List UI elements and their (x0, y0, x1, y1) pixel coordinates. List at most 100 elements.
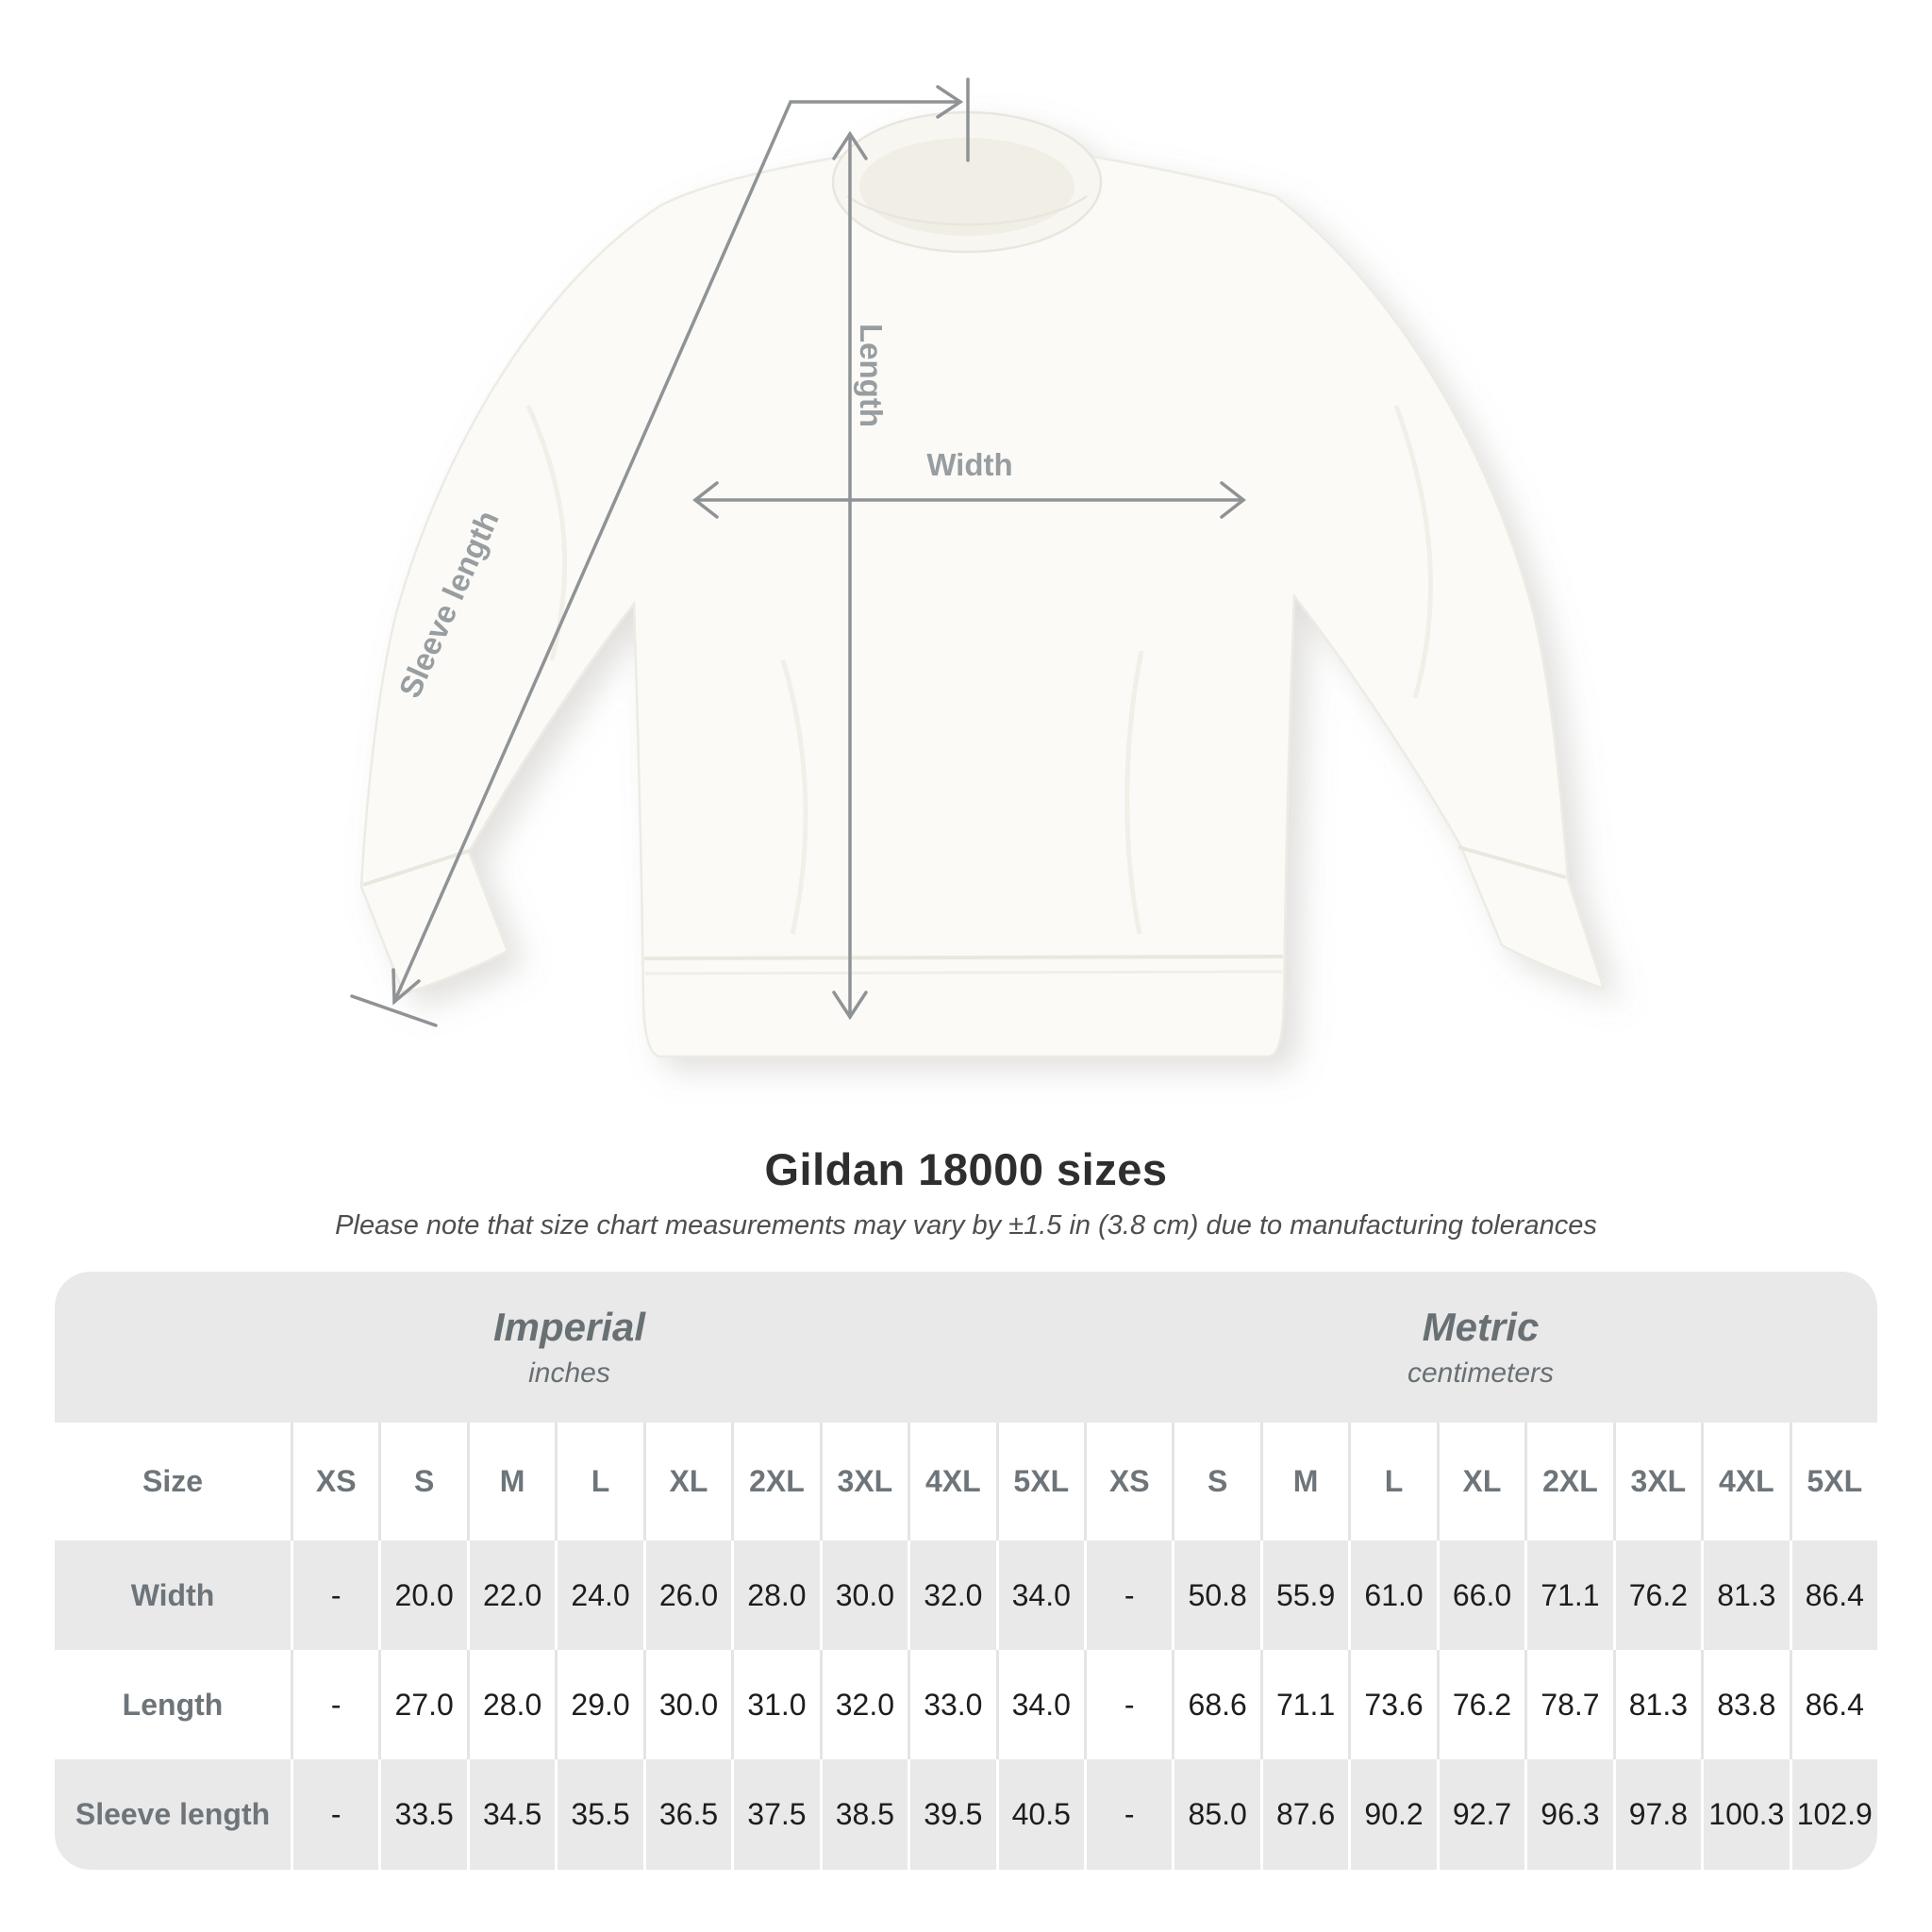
tolerance-note: Please note that size chart measurements… (335, 1210, 1597, 1241)
col-header: 3XL (1612, 1423, 1702, 1541)
length-arrow (832, 130, 868, 1021)
table-cell: 32.0 (908, 1541, 996, 1650)
col-header: XL (1436, 1423, 1525, 1541)
table-cell: 40.5 (995, 1759, 1084, 1870)
table-cell: 50.8 (1172, 1541, 1260, 1650)
table-cell: 71.1 (1259, 1650, 1349, 1759)
table-cell: 85.0 (1172, 1759, 1260, 1870)
table-cell: 92.7 (1436, 1759, 1525, 1870)
table-cell: 76.2 (1612, 1541, 1702, 1650)
measurement-lines (350, 77, 1246, 1027)
table-cell: 102.9 (1789, 1759, 1877, 1870)
col-header: S (378, 1423, 467, 1541)
table-cell: 66.0 (1436, 1541, 1525, 1650)
table-cell: 20.0 (378, 1541, 467, 1650)
table-cell: 33.0 (908, 1650, 996, 1759)
table-cell: 22.0 (466, 1541, 556, 1650)
col-header: 2XL (731, 1423, 820, 1541)
col-header: XS (291, 1423, 379, 1541)
length-label: Length (854, 324, 889, 427)
width-label: Width (926, 447, 1012, 482)
col-header: 5XL (1789, 1423, 1877, 1541)
width-arrow (692, 481, 1246, 519)
col-header: XS (1083, 1423, 1173, 1541)
col-header: 4XL (1701, 1423, 1790, 1541)
table-cell: 26.0 (642, 1541, 732, 1650)
table-cell: 90.2 (1348, 1759, 1437, 1870)
imperial-title: Imperial (492, 1305, 646, 1349)
table-cell: 83.8 (1701, 1650, 1790, 1759)
col-header: 2XL (1524, 1423, 1613, 1541)
table-cell: 86.4 (1789, 1650, 1877, 1759)
col-header: L (555, 1423, 643, 1541)
table-cell: 24.0 (555, 1541, 643, 1650)
table-cell: - (291, 1541, 379, 1650)
table-cell: 30.0 (819, 1541, 908, 1650)
col-header: M (466, 1423, 556, 1541)
table-cell: - (1083, 1759, 1173, 1870)
table-cell: 32.0 (819, 1650, 908, 1759)
table-cell: 33.5 (378, 1759, 467, 1870)
table-cell: 96.3 (1524, 1759, 1613, 1870)
collar-seam (846, 194, 1088, 226)
table-cell: - (291, 1759, 379, 1870)
imperial-subtitle: inches (528, 1357, 610, 1389)
table-cell: 31.0 (731, 1650, 820, 1759)
size-column-header: Size (55, 1423, 291, 1541)
table-cell: 34.5 (466, 1759, 556, 1870)
table-cell: 28.0 (731, 1541, 820, 1650)
col-header: S (1172, 1423, 1260, 1541)
table-cell: 68.6 (1172, 1650, 1260, 1759)
table-cell: 39.5 (908, 1759, 996, 1870)
col-header: 5XL (995, 1423, 1084, 1541)
table-cell: 34.0 (995, 1650, 1084, 1759)
table-cell: 61.0 (1348, 1541, 1437, 1650)
size-table: Imperial inches Metric centimeters Size … (55, 1272, 1877, 1870)
metric-subtitle: centimeters (1407, 1357, 1555, 1389)
table-cell: 36.5 (642, 1759, 732, 1870)
waistband-seam (643, 955, 1284, 960)
table-cell: 34.0 (995, 1541, 1084, 1650)
table-cell: 76.2 (1436, 1650, 1525, 1759)
metric-title: Metric (1422, 1305, 1540, 1349)
table-cell: - (291, 1650, 379, 1759)
table-cell: 81.3 (1701, 1541, 1790, 1650)
table-cell: 78.7 (1524, 1650, 1613, 1759)
table-cell: - (1083, 1541, 1173, 1650)
row-label: Width (55, 1541, 291, 1650)
waistband-seam-2 (644, 970, 1283, 975)
sweatshirt-garment (359, 110, 1606, 1058)
table-cell: 38.5 (819, 1759, 908, 1870)
col-header: 3XL (819, 1423, 908, 1541)
table-cell: 97.8 (1612, 1759, 1702, 1870)
col-header: L (1348, 1423, 1437, 1541)
row-label: Length (55, 1650, 291, 1759)
page-title: Gildan 18000 sizes (764, 1144, 1168, 1194)
table-cell: 55.9 (1259, 1541, 1349, 1650)
table-cell: 37.5 (731, 1759, 820, 1870)
table-cell: 71.1 (1524, 1541, 1613, 1650)
table-cell: 73.6 (1348, 1650, 1437, 1759)
sleeve-length-arrow (350, 77, 970, 1027)
table-cell: 81.3 (1612, 1650, 1702, 1759)
right-cuff-seam (1457, 845, 1567, 879)
imperial-band: Imperial inches (55, 1272, 1084, 1423)
col-header: M (1259, 1423, 1349, 1541)
table-cell: 27.0 (378, 1650, 467, 1759)
sweatshirt-image: Width Length Sleeve length (350, 77, 1606, 1058)
table-cell: 100.3 (1701, 1759, 1790, 1870)
left-cuff-seam (362, 848, 473, 887)
collar-opening (859, 138, 1074, 236)
metric-band: Metric centimeters (1083, 1272, 1877, 1423)
col-header: 4XL (908, 1423, 996, 1541)
table-cell: 30.0 (642, 1650, 732, 1759)
table-cell: - (1083, 1650, 1173, 1759)
table-cell: 29.0 (555, 1650, 643, 1759)
row-label: Sleeve length (55, 1759, 291, 1870)
table-cell: 86.4 (1789, 1541, 1877, 1650)
table-cell: 35.5 (555, 1759, 643, 1870)
table-cell: 28.0 (466, 1650, 556, 1759)
col-header: XL (642, 1423, 732, 1541)
table-cell: 87.6 (1259, 1759, 1349, 1870)
